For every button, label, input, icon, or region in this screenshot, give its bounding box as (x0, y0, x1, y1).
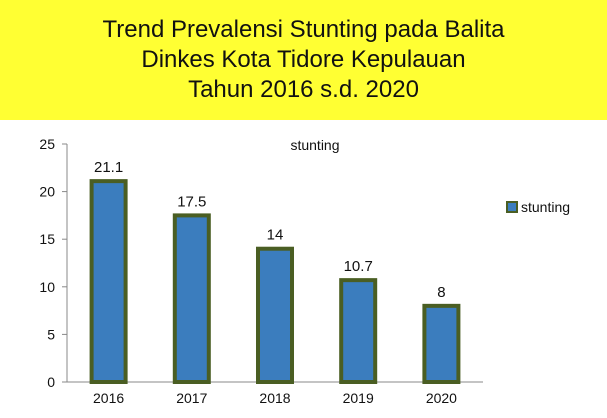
x-tick-label: 2017 (176, 390, 207, 406)
title-banner: Trend Prevalensi Stunting pada Balita Di… (0, 0, 607, 120)
data-label: 21.1 (94, 159, 123, 176)
data-label: 17.5 (177, 193, 206, 210)
bars: 21.1 2016 17.5 2017 14 2018 10.7 2019 8 2020 (89, 159, 461, 406)
legend: stunting (506, 199, 570, 215)
y-tick-label: 10 (39, 279, 55, 295)
title-line-2: Dinkes Kota Tidore Kepulauan (141, 46, 466, 73)
y-tick-label: 15 (39, 231, 55, 247)
x-tick-label: 2016 (93, 390, 124, 406)
data-label: 10.7 (344, 258, 373, 275)
x-tick-label: 2018 (259, 390, 290, 406)
x-tick-label: 2019 (343, 390, 374, 406)
chart-title: stunting (290, 137, 339, 153)
data-label: 8 (437, 284, 445, 301)
title-line-1: Trend Prevalensi Stunting pada Balita (102, 16, 505, 43)
legend-swatch (506, 201, 518, 213)
bar (256, 246, 294, 384)
y-tick-label: 25 (39, 136, 55, 152)
bar (172, 213, 211, 385)
bar (422, 303, 461, 384)
bar (339, 278, 378, 384)
title-line-3: Tahun 2016 s.d. 2020 (188, 76, 419, 103)
bar (89, 179, 128, 384)
axes: 0 5 10 15 20 25 (39, 136, 483, 390)
x-tick-label: 2020 (426, 390, 457, 406)
y-tick-label: 0 (47, 374, 55, 390)
y-tick-label: 20 (39, 184, 55, 200)
stunting-bar-chart: stunting 0 5 10 15 20 25 21.1 2016 17.5 2017 14 20… (39, 136, 570, 406)
legend-label: stunting (521, 199, 570, 215)
y-tick-label: 5 (47, 326, 55, 342)
data-label: 14 (267, 227, 284, 244)
